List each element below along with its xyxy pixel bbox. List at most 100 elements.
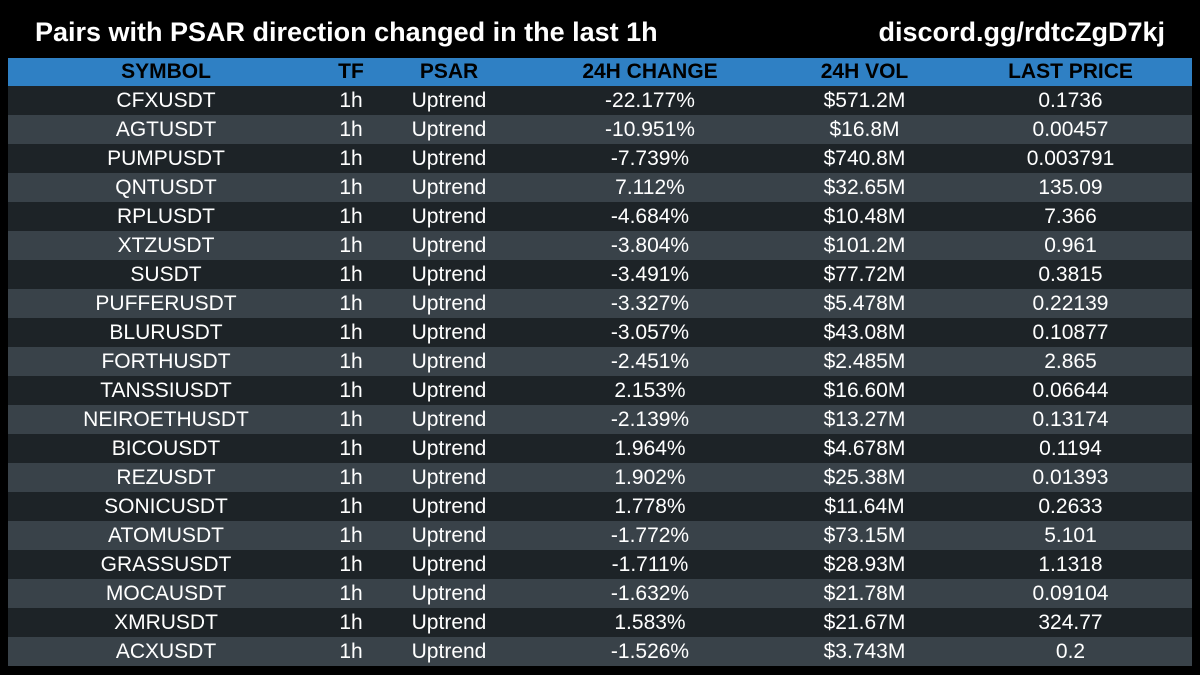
cell-symbol: GRASSUSDT	[100, 553, 232, 576]
cell-tf: 1h	[339, 437, 363, 460]
cell-psar: Uptrend	[411, 466, 487, 489]
page-header: Pairs with PSAR direction changed in the…	[0, 0, 1200, 60]
table-row: XMRUSDT 1h Uptrend 1.583% $21.67M 324.77	[8, 608, 1192, 637]
cell-tf: 1h	[339, 205, 363, 228]
cell-tf: 1h	[339, 176, 363, 199]
cell-last-price: 324.77	[1038, 611, 1103, 634]
table-row: CFXUSDT 1h Uptrend -22.177% $571.2M 0.1736	[8, 86, 1192, 115]
cell-change-24h: 1.778%	[614, 495, 686, 518]
cell-last-price: 2.865	[1044, 350, 1097, 373]
table-row: RPLUSDT 1h Uptrend -4.684% $10.48M 7.366	[8, 202, 1192, 231]
column-header-psar: PSAR	[419, 60, 479, 83]
cell-change-24h: -3.804%	[610, 234, 690, 257]
cell-change-24h: 7.112%	[615, 176, 685, 199]
cell-symbol: ATOMUSDT	[108, 524, 224, 547]
table-row: QNTUSDT 1h Uptrend 7.112% $32.65M 135.09	[8, 173, 1192, 202]
cell-change-24h: 1.583%	[614, 611, 686, 634]
cell-tf: 1h	[339, 263, 363, 286]
cell-vol-24h: $2.485M	[823, 350, 906, 373]
cell-last-price: 0.2633	[1038, 495, 1103, 518]
cell-tf: 1h	[339, 553, 363, 576]
cell-last-price: 0.2	[1055, 640, 1086, 663]
cell-change-24h: 1.964%	[614, 437, 686, 460]
cell-change-24h: -1.711%	[611, 553, 689, 576]
cell-last-price: 0.13174	[1032, 408, 1109, 431]
cell-last-price: 0.1736	[1038, 89, 1103, 112]
cell-tf: 1h	[339, 495, 363, 518]
table-row: SUSDT 1h Uptrend -3.491% $77.72M 0.3815	[8, 260, 1192, 289]
psar-table: SYMBOL TF PSAR 24H CHANGE 24H VOL LAST PRICE …	[8, 58, 1192, 666]
cell-symbol: AGTUSDT	[115, 118, 217, 141]
cell-last-price: 0.003791	[1026, 147, 1115, 170]
cell-symbol: PUMPUSDT	[107, 147, 225, 170]
cell-vol-24h: $21.67M	[823, 611, 906, 634]
cell-psar: Uptrend	[411, 118, 487, 141]
cell-tf: 1h	[339, 292, 363, 315]
cell-symbol: SONICUSDT	[104, 495, 228, 518]
cell-vol-24h: $21.78M	[823, 582, 906, 605]
table-row: BICOUSDT 1h Uptrend 1.964% $4.678M 0.1194	[8, 434, 1192, 463]
cell-vol-24h: $740.8M	[823, 147, 906, 170]
cell-last-price: 1.1318	[1038, 553, 1103, 576]
cell-symbol: QNTUSDT	[115, 176, 217, 199]
cell-psar: Uptrend	[411, 611, 487, 634]
cell-psar: Uptrend	[411, 147, 487, 170]
cell-change-24h: -3.491%	[610, 263, 690, 286]
cell-symbol: MOCAUSDT	[105, 582, 227, 605]
table-row: XTZUSDT 1h Uptrend -3.804% $101.2M 0.961	[8, 231, 1192, 260]
cell-change-24h: 1.902%	[614, 466, 686, 489]
cell-vol-24h: $25.38M	[823, 466, 906, 489]
column-header-tf: TF	[338, 60, 364, 83]
cell-vol-24h: $571.2M	[823, 89, 906, 112]
cell-psar: Uptrend	[411, 234, 487, 257]
cell-change-24h: -2.139%	[610, 408, 690, 431]
cell-psar: Uptrend	[411, 205, 487, 228]
cell-tf: 1h	[339, 611, 363, 634]
cell-symbol: ACXUSDT	[115, 640, 217, 663]
cell-tf: 1h	[339, 89, 363, 112]
cell-symbol: CFXUSDT	[116, 89, 216, 112]
cell-tf: 1h	[339, 379, 363, 402]
cell-tf: 1h	[339, 118, 363, 141]
cell-last-price: 135.09	[1038, 176, 1103, 199]
table-row: BLURUSDT 1h Uptrend -3.057% $43.08M 0.10877	[8, 318, 1192, 347]
cell-vol-24h: $43.08M	[823, 321, 906, 344]
cell-change-24h: -7.739%	[610, 147, 690, 170]
cell-symbol: XMRUSDT	[114, 611, 218, 634]
table-row: ACXUSDT 1h Uptrend -1.526% $3.743M 0.2	[8, 637, 1192, 666]
cell-tf: 1h	[339, 466, 363, 489]
cell-last-price: 0.06644	[1032, 379, 1109, 402]
cell-last-price: 0.10877	[1032, 321, 1109, 344]
cell-vol-24h: $11.64M	[824, 495, 905, 518]
cell-psar: Uptrend	[411, 350, 487, 373]
table-row: AGTUSDT 1h Uptrend -10.951% $16.8M 0.00457	[8, 115, 1192, 144]
cell-vol-24h: $32.65M	[823, 176, 906, 199]
cell-tf: 1h	[339, 582, 363, 605]
cell-symbol: PUFFERUSDT	[95, 292, 237, 315]
cell-vol-24h: $13.27M	[823, 408, 906, 431]
cell-vol-24h: $73.15M	[823, 524, 906, 547]
table-row: REZUSDT 1h Uptrend 1.902% $25.38M 0.01393	[8, 463, 1192, 492]
cell-psar: Uptrend	[411, 321, 487, 344]
cell-last-price: 5.101	[1044, 524, 1097, 547]
column-header-change-24h: 24H CHANGE	[582, 60, 718, 83]
cell-tf: 1h	[339, 640, 363, 663]
table-row: TANSSIUSDT 1h Uptrend 2.153% $16.60M 0.06644	[8, 376, 1192, 405]
cell-psar: Uptrend	[411, 292, 487, 315]
cell-symbol: SUSDT	[130, 263, 202, 286]
cell-vol-24h: $77.72M	[823, 263, 906, 286]
cell-change-24h: -1.772%	[610, 524, 690, 547]
cell-symbol: TANSSIUSDT	[100, 379, 232, 402]
table-row: ATOMUSDT 1h Uptrend -1.772% $73.15M 5.101	[8, 521, 1192, 550]
cell-vol-24h: $16.60M	[823, 379, 906, 402]
table-row: GRASSUSDT 1h Uptrend -1.711% $28.93M 1.1318	[8, 550, 1192, 579]
table-row: NEIROETHUSDT 1h Uptrend -2.139% $13.27M 0.131…	[8, 405, 1192, 434]
cell-vol-24h: $3.743M	[823, 640, 906, 663]
cell-change-24h: -4.684%	[610, 205, 690, 228]
cell-psar: Uptrend	[411, 263, 487, 286]
column-header-last-price: LAST PRICE	[1008, 60, 1133, 83]
table-header: SYMBOL TF PSAR 24H CHANGE 24H VOL LAST PRICE	[8, 58, 1192, 86]
cell-symbol: XTZUSDT	[117, 234, 215, 257]
cell-psar: Uptrend	[411, 524, 487, 547]
discord-link[interactable]: discord.gg/rdtcZgD7kj	[878, 17, 1165, 47]
